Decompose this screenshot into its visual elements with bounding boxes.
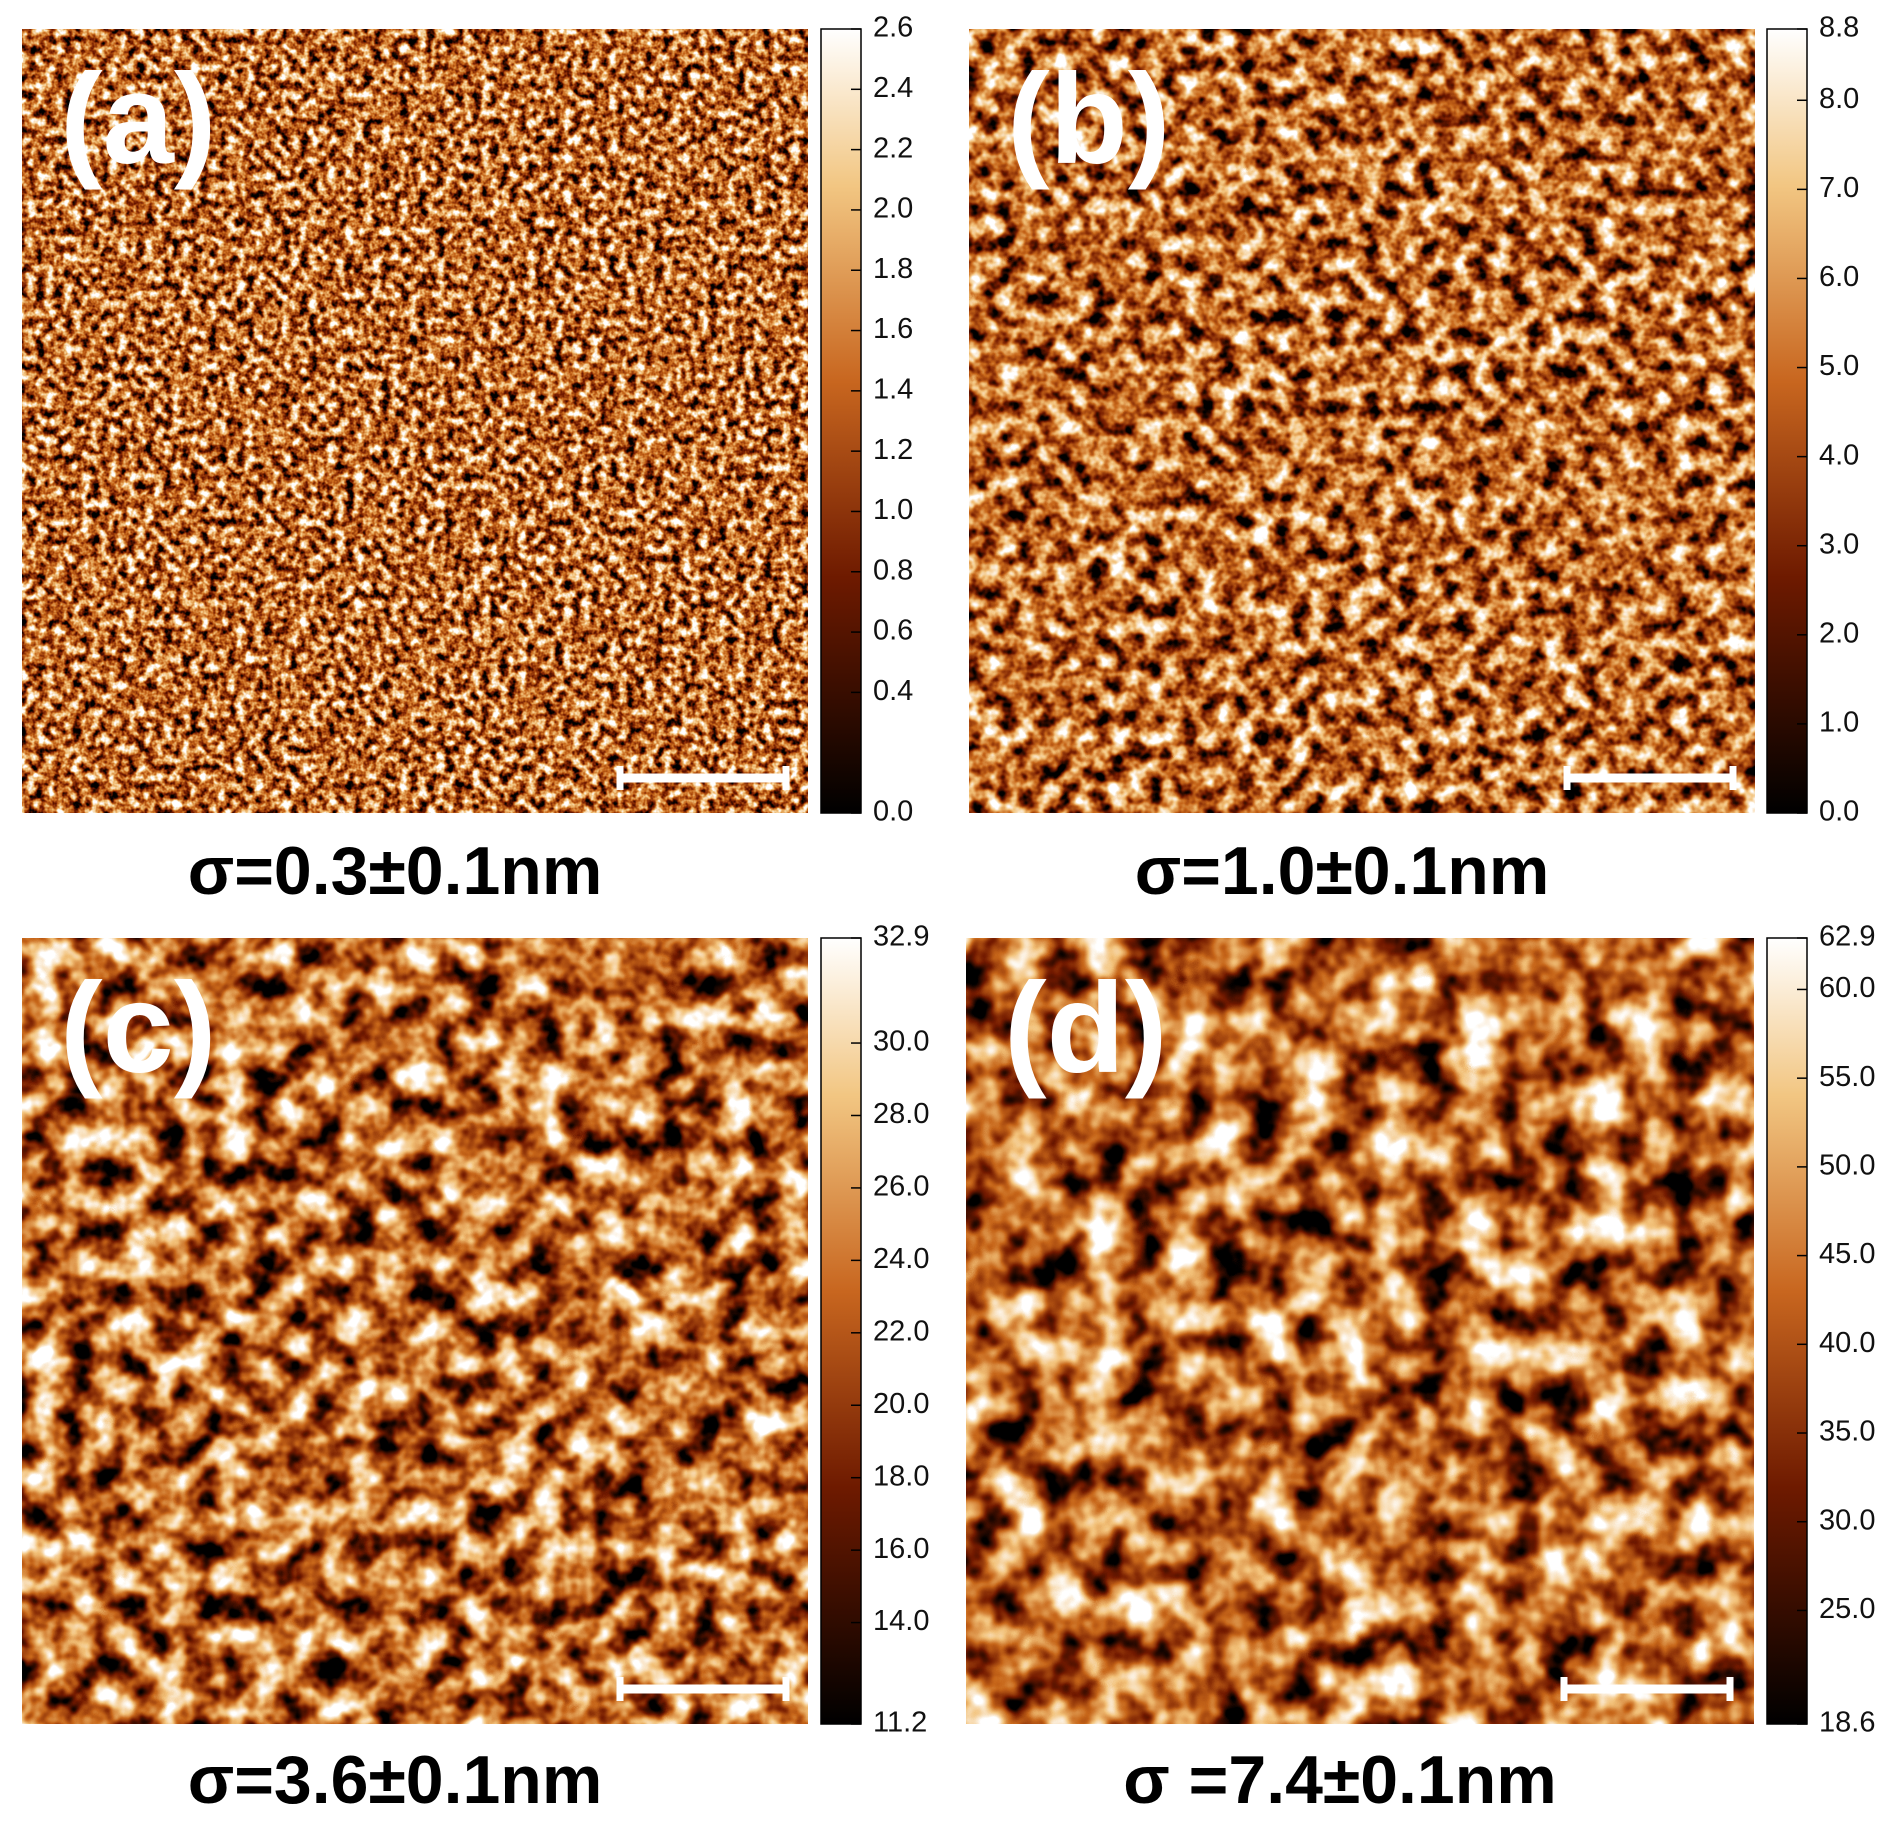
colorbar-tick-label: 22.0 bbox=[873, 1315, 929, 1347]
colorbar-tick-label: 26.0 bbox=[873, 1171, 929, 1203]
colorbar-tick-label: 5.0 bbox=[1819, 350, 1859, 382]
afm-image bbox=[21, 937, 809, 1725]
colorbar-tick-label: 4.0 bbox=[1819, 439, 1859, 471]
afm-image bbox=[21, 28, 809, 814]
colorbar-tick-label: 60.0 bbox=[1819, 972, 1875, 1004]
panel-label: (c) bbox=[60, 957, 216, 1100]
colorbar-tick-label: 1.4 bbox=[873, 374, 913, 406]
caption: σ=3.6±0.1nm bbox=[188, 1742, 603, 1818]
colorbar-tick-label: 8.8 bbox=[1819, 12, 1859, 44]
caption: σ=1.0±0.1nm bbox=[1135, 833, 1550, 909]
colorbar-tick-label: 2.4 bbox=[873, 72, 913, 104]
colorbar-tick-label: 1.2 bbox=[873, 434, 913, 466]
colorbar-tick-label: 0.4 bbox=[873, 675, 913, 707]
colorbar-tick-label: 32.9 bbox=[873, 921, 929, 953]
colorbar-tick-label: 40.0 bbox=[1819, 1327, 1875, 1359]
colorbar-tick-label: 1.0 bbox=[1819, 707, 1859, 739]
colorbar-tick-label: 11.2 bbox=[873, 1707, 927, 1739]
colorbar-tick-label: 24.0 bbox=[873, 1243, 929, 1275]
colorbar-tick-label: 3.0 bbox=[1819, 528, 1859, 560]
caption: σ=0.3±0.1nm bbox=[188, 833, 603, 909]
colorbar-tick-label: 7.0 bbox=[1819, 172, 1859, 204]
caption: σ =7.4±0.1nm bbox=[1123, 1742, 1557, 1818]
colorbar bbox=[1766, 937, 1808, 1725]
colorbar-tick-label: 0.0 bbox=[1819, 796, 1859, 828]
colorbar-tick-label: 2.0 bbox=[873, 193, 913, 225]
colorbar-tick-label: 2.2 bbox=[873, 132, 913, 164]
panel-label: (d) bbox=[1004, 957, 1167, 1100]
colorbar-tick-label: 1.8 bbox=[873, 253, 913, 285]
afm-image bbox=[965, 937, 1755, 1725]
colorbar-tick-label: 8.0 bbox=[1819, 83, 1859, 115]
colorbar-tick-label: 55.0 bbox=[1819, 1061, 1875, 1093]
colorbar-tick-label: 14.0 bbox=[873, 1605, 929, 1637]
afm-image bbox=[968, 28, 1756, 814]
colorbar-tick-label: 28.0 bbox=[873, 1098, 929, 1130]
colorbar-tick-label: 30.0 bbox=[1819, 1504, 1875, 1536]
panel-label: (b) bbox=[1007, 48, 1170, 191]
colorbar-tick-label: 18.6 bbox=[1819, 1707, 1875, 1739]
colorbar-tick-label: 18.0 bbox=[873, 1460, 929, 1492]
colorbar-tick-label: 1.0 bbox=[873, 494, 913, 526]
colorbar-tick-label: 25.0 bbox=[1819, 1593, 1875, 1625]
colorbar-tick-label: 35.0 bbox=[1819, 1416, 1875, 1448]
colorbar-tick-label: 6.0 bbox=[1819, 261, 1859, 293]
colorbar-tick-label: 30.0 bbox=[873, 1026, 929, 1058]
panel-label: (a) bbox=[60, 48, 216, 191]
colorbar-tick-label: 45.0 bbox=[1819, 1238, 1875, 1270]
colorbar bbox=[1766, 28, 1808, 814]
colorbar-tick-label: 16.0 bbox=[873, 1533, 929, 1565]
colorbar-tick-label: 1.6 bbox=[873, 313, 913, 345]
colorbar-tick-label: 0.6 bbox=[873, 615, 913, 647]
colorbar-tick-label: 2.6 bbox=[873, 12, 913, 44]
colorbar-tick-label: 20.0 bbox=[873, 1388, 929, 1420]
colorbar-tick-label: 2.0 bbox=[1819, 617, 1859, 649]
colorbar bbox=[820, 937, 862, 1725]
colorbar bbox=[820, 28, 862, 814]
colorbar-tick-label: 50.0 bbox=[1819, 1150, 1875, 1182]
colorbar-tick-label: 62.9 bbox=[1819, 921, 1875, 953]
colorbar-tick-label: 0.8 bbox=[873, 554, 913, 586]
colorbar-tick-label: 0.0 bbox=[873, 796, 913, 828]
